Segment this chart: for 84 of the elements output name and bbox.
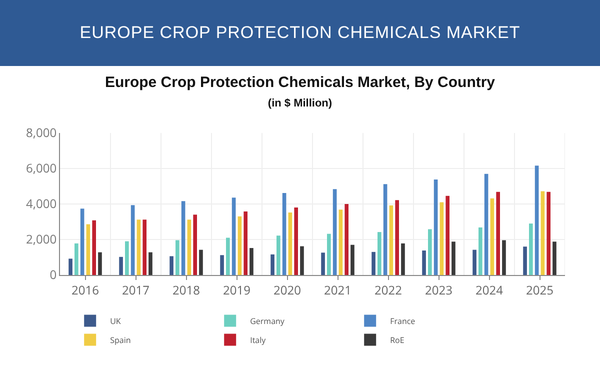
x-tick-label: 2023 (425, 281, 453, 298)
bar (74, 243, 78, 275)
bar (142, 220, 146, 275)
bar (148, 252, 152, 275)
bar (86, 224, 90, 275)
x-tick-label: 2019 (223, 281, 251, 298)
bar (119, 256, 123, 275)
chart-subtitle: (in $ Million) (268, 98, 332, 110)
legend-label: UK (110, 316, 121, 327)
bar (378, 232, 382, 275)
bar (181, 201, 186, 275)
y-tick-label: 0 (50, 266, 57, 284)
bar (350, 244, 354, 275)
bar (232, 198, 236, 275)
bar (176, 240, 180, 275)
x-tick-label: 2016 (72, 281, 100, 298)
bar (187, 220, 192, 275)
bar (288, 212, 292, 275)
x-tick-label: 2024 (476, 281, 504, 298)
y-tick-label: 2,000 (26, 230, 57, 248)
bar (130, 205, 135, 275)
bar (92, 220, 96, 275)
bar (428, 229, 432, 275)
bar (401, 243, 405, 275)
y-tick-label: 4,000 (26, 195, 57, 212)
bar (472, 250, 476, 275)
bar (372, 252, 376, 275)
bar (440, 202, 444, 275)
bar (422, 250, 426, 275)
bar (125, 241, 129, 275)
legend-label: RoE (390, 334, 404, 346)
bar (446, 196, 450, 275)
bar (321, 252, 325, 275)
bar (238, 216, 242, 275)
y-tick-label: 8,000 (26, 124, 57, 142)
header-banner: EUROPE CROP PROTECTION CHEMICALS MARKET (0, 0, 600, 66)
bar (80, 208, 84, 275)
bar (294, 208, 298, 275)
y-tick-label: 6,000 (26, 160, 57, 177)
legend-label: Italy (250, 334, 267, 346)
bar (434, 180, 438, 275)
bar (546, 192, 550, 275)
bar (220, 255, 224, 275)
bar (226, 238, 230, 275)
bar (98, 252, 102, 275)
bar (193, 214, 197, 275)
bar (300, 246, 304, 275)
bar (452, 242, 456, 275)
x-tick-label: 2025 (526, 281, 554, 298)
legend-label: France (390, 316, 416, 327)
x-tick-label: 2021 (324, 281, 352, 298)
bar (552, 242, 556, 275)
bar (276, 236, 280, 275)
bar (490, 198, 494, 275)
bar (534, 166, 539, 275)
bar (244, 211, 248, 275)
legend-label: Germany (250, 316, 286, 327)
x-tick-label: 2018 (172, 281, 200, 298)
bar (338, 210, 343, 275)
bar (540, 191, 545, 275)
bar (170, 256, 174, 275)
bar (68, 258, 72, 275)
bar (136, 220, 141, 275)
bar (344, 204, 348, 275)
bar (389, 205, 394, 275)
bar (327, 234, 331, 275)
bar (496, 192, 500, 275)
x-tick-label: 2020 (274, 281, 302, 298)
chart-title: Europe Crop Protection Chemicals Market, By Country (104, 74, 496, 91)
bar (502, 240, 506, 275)
bar (250, 248, 254, 275)
bar (270, 254, 274, 275)
legend-label: Spain (110, 334, 131, 346)
bar (529, 224, 533, 275)
bar (199, 250, 203, 275)
x-tick-label: 2022 (374, 281, 402, 298)
bar (383, 184, 388, 275)
bar (523, 246, 527, 275)
x-tick-label: 2017 (122, 281, 150, 298)
bar (332, 189, 337, 275)
bar (478, 227, 482, 275)
bar (484, 174, 488, 275)
bar (282, 193, 286, 275)
bar (395, 200, 399, 275)
